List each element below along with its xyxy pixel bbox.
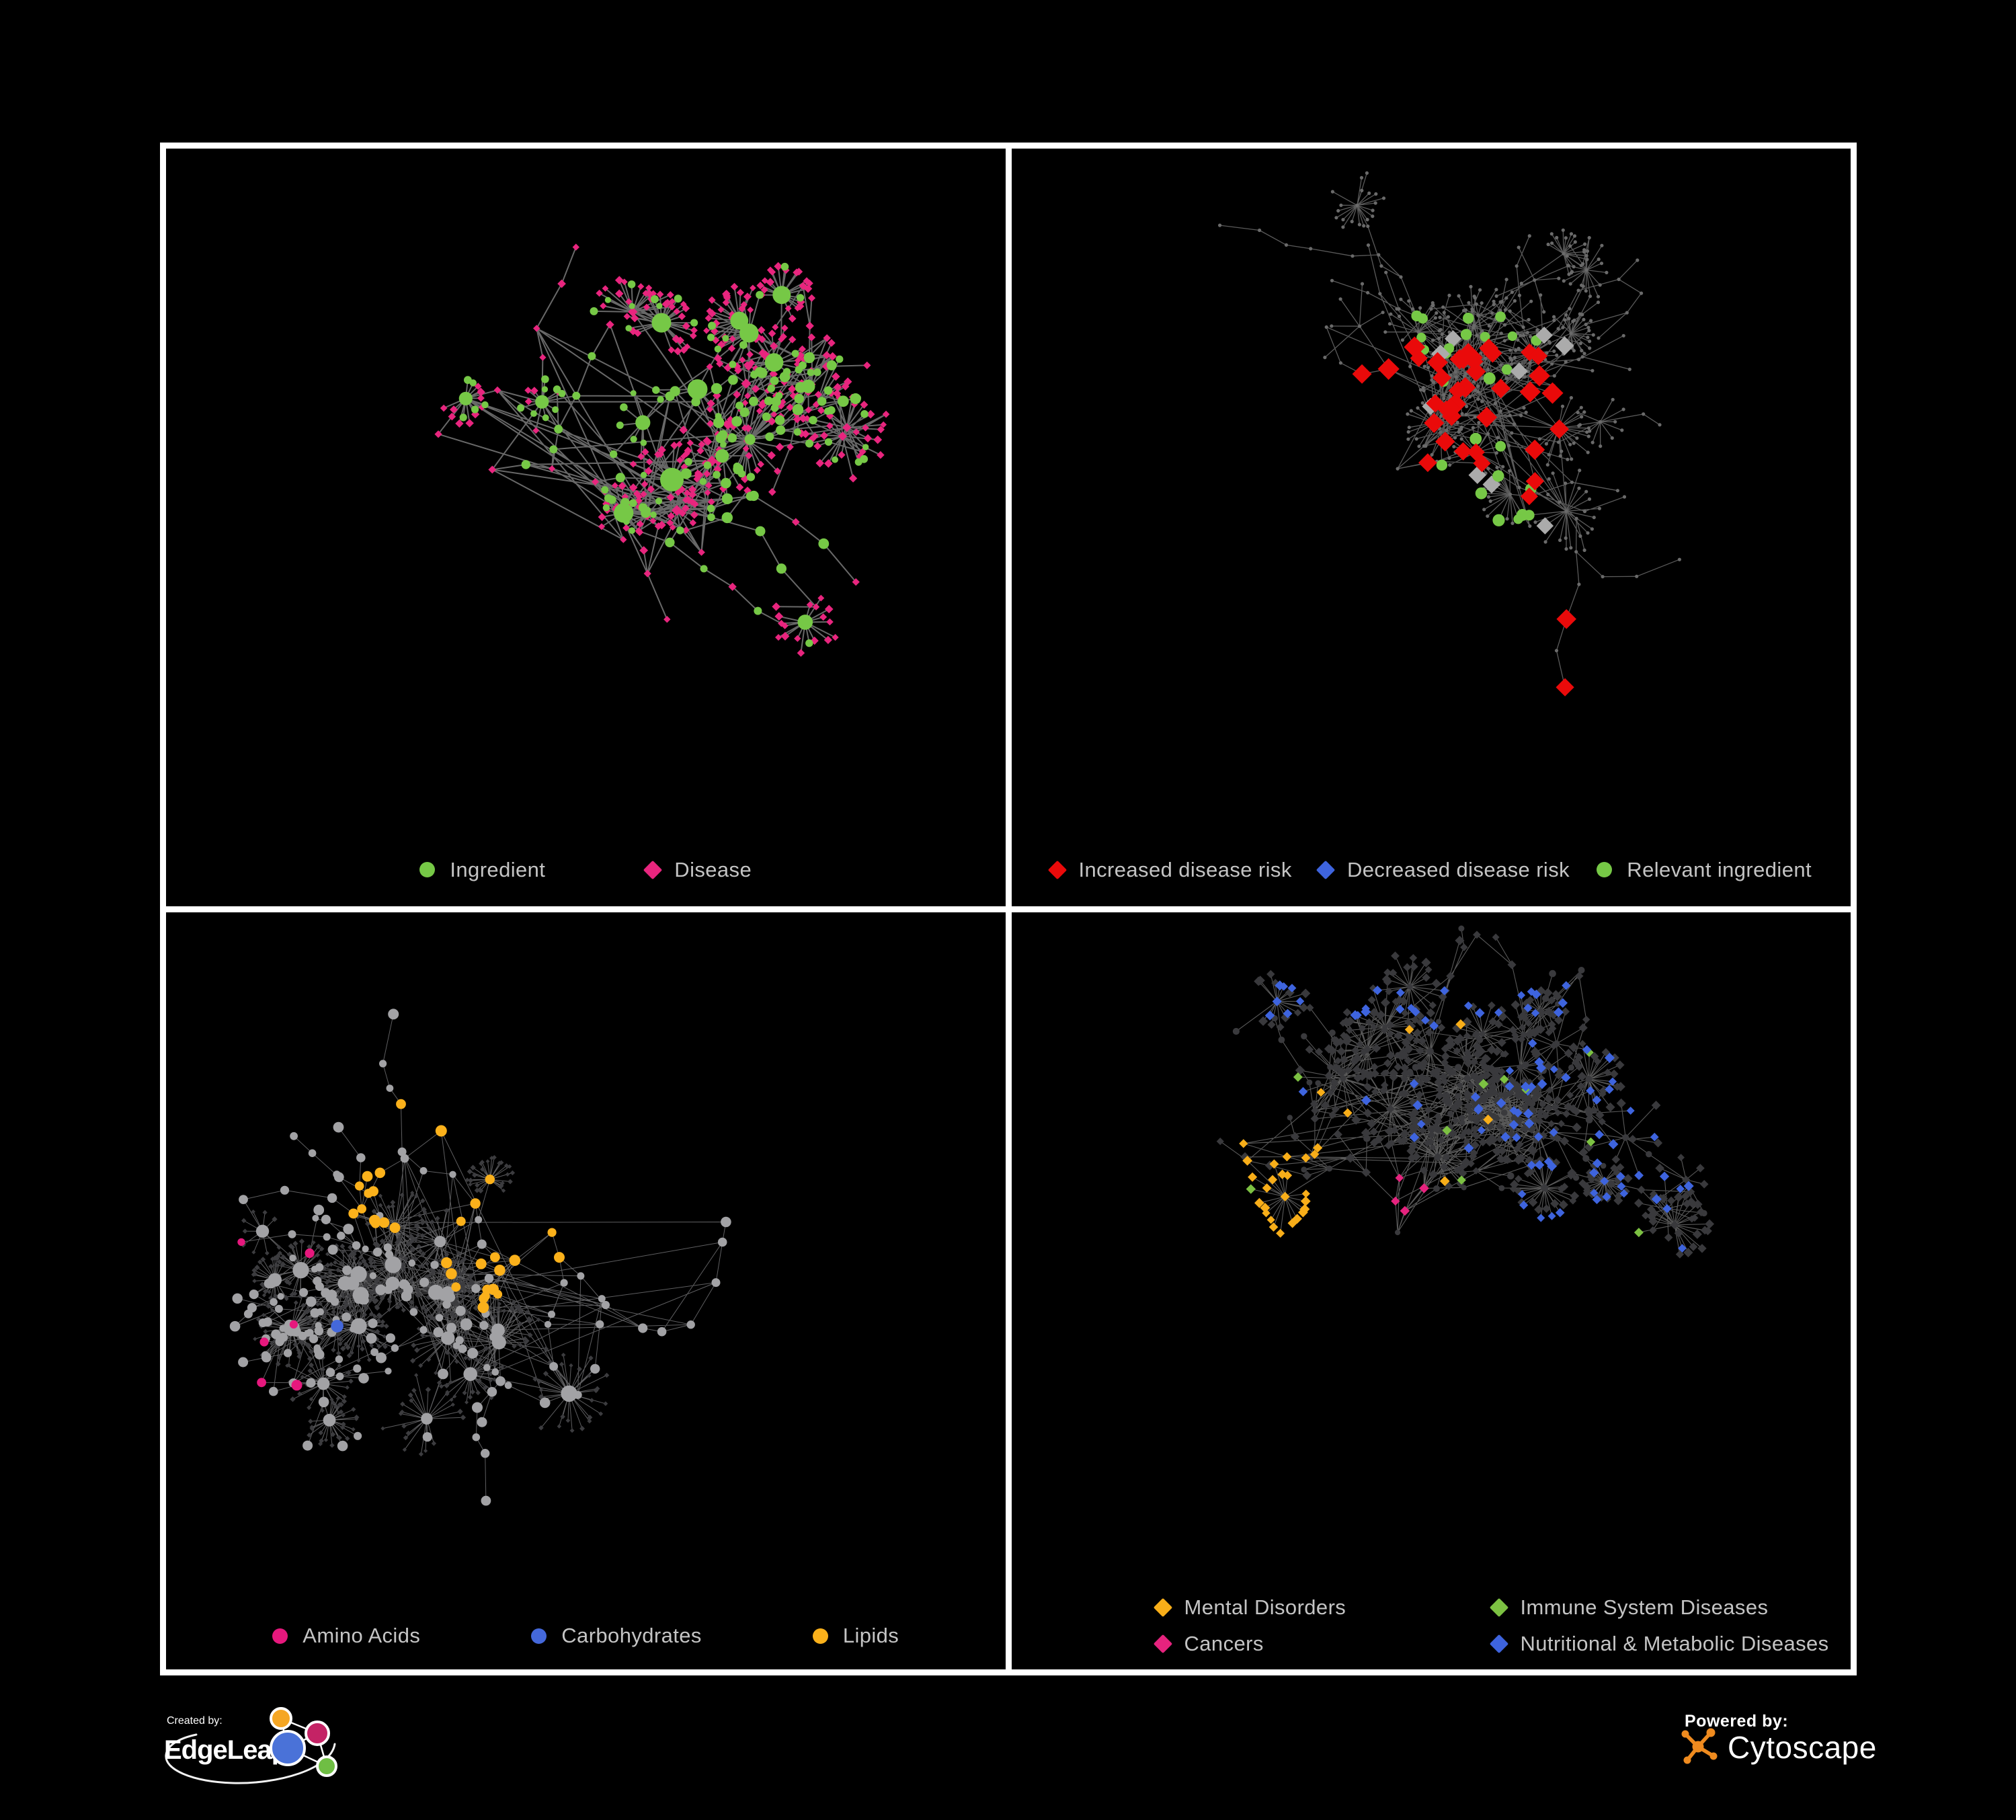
cytoscape-glyph-nodes: [1681, 1728, 1718, 1764]
edgeleap-network-nodes: [270, 1707, 337, 1777]
legend-item-increased-risk: Increased disease risk: [1047, 857, 1292, 882]
network-0: [434, 243, 890, 657]
carbohydrates-circle-icon: [531, 1628, 547, 1644]
relevant-ingredient-circle-icon: [1597, 862, 1613, 877]
legend-item-mental-disorders: Mental Disorders: [1153, 1595, 1492, 1620]
legend-item-disease: Disease: [643, 857, 752, 882]
legend-item-decreased-risk: Decreased disease risk: [1316, 857, 1570, 882]
legend-label: Carbohydrates: [561, 1624, 702, 1647]
edgeleap-logo-icon: [165, 1707, 337, 1784]
panel-nutrient-classes: Amino Acids Carbohydrates Lipids: [166, 912, 1006, 1669]
legend-label: Ingredient: [450, 857, 546, 881]
ingredient-circle-icon: [419, 862, 436, 877]
legend-disease-risk: Increased disease risk Decreased disease…: [1012, 858, 1851, 882]
cancers-diamond-icon: [1153, 1634, 1172, 1654]
amino-acids-circle-icon: [272, 1628, 288, 1644]
legend-label: Cancers: [1184, 1632, 1264, 1655]
legend-label: Amino Acids: [303, 1624, 421, 1647]
cytoscape-logo-text: Cytoscape: [1728, 1730, 1877, 1765]
legend-label: Increased disease risk: [1078, 857, 1292, 881]
legend-label: Relevant ingredient: [1627, 857, 1812, 881]
edgeleap-swoosh: [165, 1733, 336, 1784]
nutritional-diseases-diamond-icon: [1489, 1634, 1508, 1654]
network-2: [229, 1008, 731, 1505]
legend-nutrient-classes: Amino Acids Carbohydrates Lipids: [166, 1624, 1006, 1648]
network-3: [1216, 925, 1714, 1259]
legend-disease-categories: Mental Disorders Immune System Diseases …: [1012, 1595, 1851, 1656]
mental-disorders-diamond-icon: [1153, 1597, 1172, 1618]
legend-label: Decreased disease risk: [1347, 857, 1570, 881]
legend-item-carbohydrates: Carbohydrates: [531, 1624, 702, 1648]
created-by-label: Created by:: [167, 1715, 223, 1727]
legend-item-cancers: Cancers: [1153, 1632, 1492, 1656]
legend-item-ingredient: Ingredient: [419, 858, 545, 882]
immune-diseases-diamond-icon: [1489, 1597, 1508, 1618]
legend-label: Mental Disorders: [1184, 1595, 1346, 1619]
legend-item-nutritional-diseases: Nutritional & Metabolic Diseases: [1489, 1632, 1829, 1656]
panel-ingredient-disease: Ingredient Disease: [166, 149, 1006, 906]
figure-grid: Ingredient Disease Increased disease ris…: [160, 143, 1857, 1675]
legend-label: Immune System Diseases: [1520, 1595, 1769, 1619]
panel-disease-risk: Increased disease risk Decreased disease…: [1011, 149, 1851, 906]
legend-item-relevant-ingredient: Relevant ingredient: [1597, 858, 1812, 882]
lipids-circle-icon: [812, 1628, 828, 1644]
network-1: [1217, 171, 1681, 697]
disease-diamond-icon: [643, 860, 663, 879]
decreased-risk-diamond-icon: [1316, 860, 1336, 879]
legend-label: Lipids: [842, 1624, 899, 1647]
increased-risk-diamond-icon: [1047, 860, 1067, 879]
legend-ingredient-disease: Ingredient Disease: [166, 858, 1006, 882]
legend-label: Nutritional & Metabolic Diseases: [1520, 1632, 1829, 1655]
legend-item-lipids: Lipids: [812, 1624, 899, 1648]
legend-label: Disease: [674, 857, 752, 881]
edgeleap-logo-text: EdgeLeap: [164, 1735, 288, 1765]
panel-disease-categories: Mental Disorders Immune System Diseases …: [1011, 912, 1851, 1669]
powered-by-label: Powered by:: [1685, 1712, 1789, 1731]
cytoscape-logo-icon: [1681, 1728, 1718, 1764]
legend-item-amino-acids: Amino Acids: [272, 1624, 420, 1648]
legend-item-immune-diseases: Immune System Diseases: [1489, 1595, 1829, 1620]
